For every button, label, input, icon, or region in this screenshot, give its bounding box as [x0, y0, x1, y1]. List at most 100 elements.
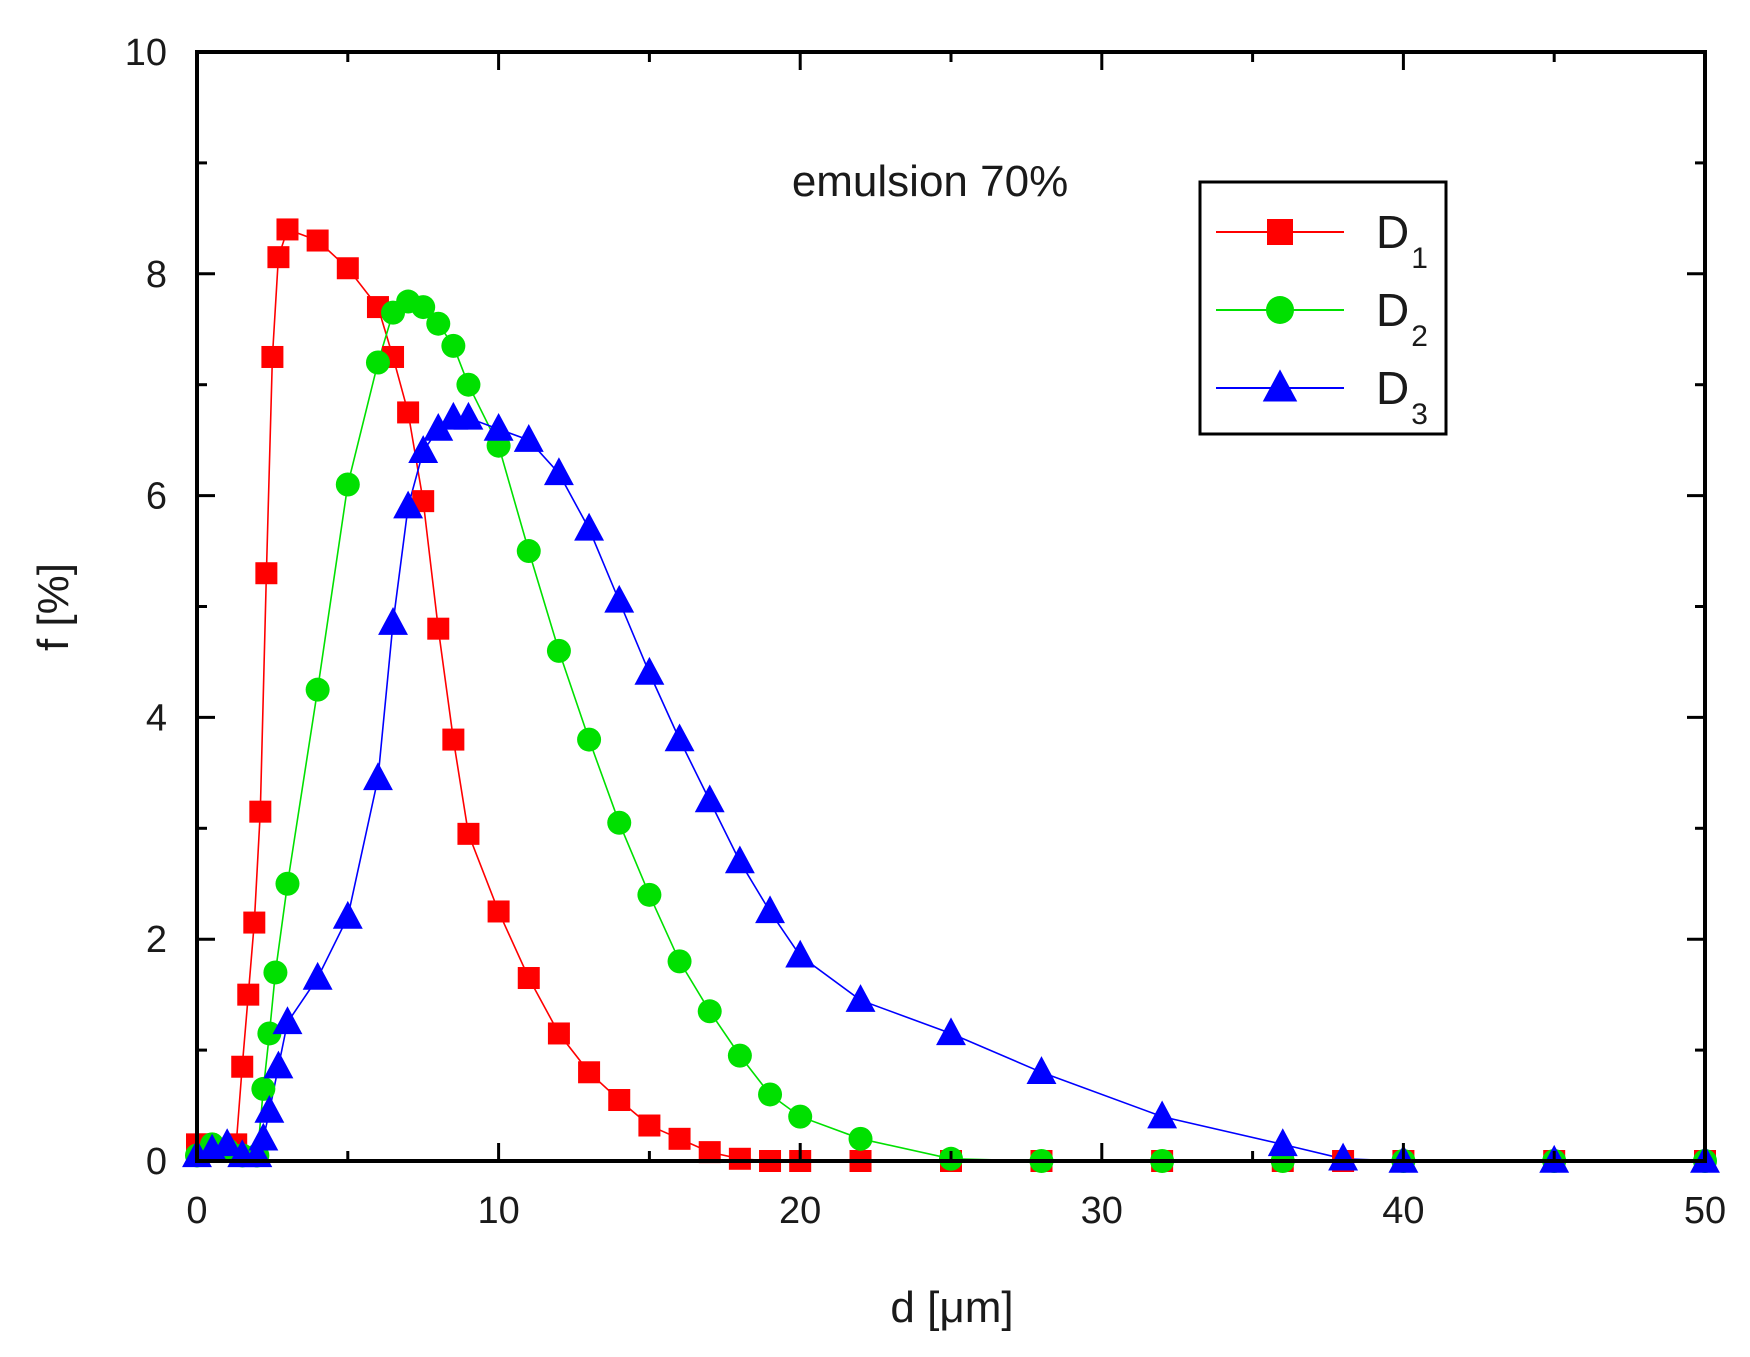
data-point-circle: [263, 960, 288, 985]
data-point-triangle: [513, 424, 544, 452]
data-point-circle: [546, 638, 571, 663]
data-point-circle: [251, 1076, 276, 1101]
data-point-circle: [426, 311, 451, 336]
data-point-square: [255, 562, 278, 585]
data-point-square: [668, 1127, 691, 1150]
data-point-triangle: [634, 656, 665, 685]
x-tick-label: 10: [477, 1190, 519, 1232]
data-point-triangle: [543, 457, 574, 486]
y-axis-label: f [%]: [29, 563, 78, 651]
data-point-square: [457, 822, 480, 845]
data-point-square: [243, 911, 266, 934]
data-point-circle: [365, 350, 390, 375]
legend-marker-circle: [1266, 296, 1294, 324]
data-point-circle: [456, 372, 481, 397]
data-point-square: [336, 257, 359, 280]
legend-label: D: [1376, 362, 1409, 414]
x-tick-label: 50: [1684, 1190, 1726, 1232]
data-point-circle: [335, 472, 360, 497]
data-point-circle: [607, 810, 632, 835]
data-point-triangle: [694, 784, 725, 813]
y-tick-label: 0: [146, 1141, 167, 1183]
data-point-circle: [275, 871, 300, 896]
data-point-triangle: [393, 490, 424, 519]
legend-entry-2: D2: [1376, 284, 1428, 353]
data-point-circle: [697, 999, 722, 1024]
data-point-triangle: [604, 584, 635, 613]
y-tick-label: 4: [146, 697, 167, 739]
data-point-triangle: [408, 435, 439, 463]
data-point-triangle: [936, 1017, 966, 1046]
data-point-square: [397, 401, 420, 424]
x-tick-label: 0: [186, 1190, 207, 1232]
data-point-square: [237, 983, 260, 1006]
data-point-circle: [577, 727, 602, 752]
legend-subscript: 2: [1411, 320, 1428, 353]
data-point-triangle: [363, 762, 393, 791]
data-point-circle: [516, 539, 541, 564]
series-markers-3: [182, 401, 1720, 1173]
data-point-triangle: [254, 1094, 285, 1123]
x-tick-label: 20: [779, 1190, 821, 1232]
data-point-square: [231, 1055, 254, 1078]
data-point-triangle: [845, 984, 876, 1012]
plot-frame: [195, 50, 1707, 1163]
data-point-triangle: [248, 1122, 279, 1151]
plot-markers: [182, 218, 1720, 1173]
data-point-square: [517, 967, 540, 990]
data-point-triangle: [574, 512, 605, 541]
tick-labels: 0 10 20 30 40 50 0 2 4 6 8 10: [125, 32, 1726, 1232]
data-point-triangle: [272, 1006, 303, 1035]
data-point-triangle: [212, 1128, 243, 1157]
data-point-square: [261, 345, 284, 368]
data-point-circle: [441, 333, 466, 358]
data-point-square: [306, 229, 329, 252]
data-point-circle: [758, 1082, 783, 1107]
data-point-circle: [637, 882, 662, 907]
data-point-triangle: [1267, 1128, 1298, 1157]
data-point-square: [427, 617, 450, 640]
data-point-circle: [305, 677, 330, 702]
data-point-circle: [848, 1126, 873, 1151]
data-point-triangle: [755, 895, 785, 924]
series-line-3: [196, 417, 1705, 1162]
data-point-triangle: [263, 1050, 294, 1079]
data-point-square: [249, 800, 272, 823]
data-point-triangle: [483, 412, 514, 441]
data-point-triangle: [1147, 1100, 1178, 1129]
data-point-square: [547, 1022, 570, 1045]
data-point-circle: [667, 949, 692, 974]
y-tick-label: 8: [146, 254, 167, 296]
chart-annotation: emulsion 70%: [792, 157, 1068, 206]
data-point-triangle: [724, 845, 755, 874]
data-point-square: [267, 246, 290, 269]
legend-marker-triangle: [1262, 369, 1298, 402]
legend-entry-1: D1: [1376, 206, 1428, 275]
legend-entry-3: D3: [1376, 362, 1428, 431]
data-point-square: [442, 728, 465, 751]
data-point-square: [487, 900, 510, 923]
data-point-square: [412, 490, 435, 513]
data-point-square: [276, 218, 299, 241]
data-point-triangle: [302, 961, 333, 990]
data-point-triangle: [1328, 1142, 1359, 1171]
data-point-triangle: [785, 939, 816, 968]
legend-marker-square: [1267, 219, 1293, 245]
y-tick-label: 10: [125, 32, 167, 74]
legend-label: D: [1376, 206, 1409, 258]
data-point-square: [578, 1061, 601, 1084]
data-point-triangle: [423, 412, 454, 441]
data-point-square: [638, 1114, 661, 1137]
axis-ticks: [195, 50, 1707, 1163]
data-point-square: [728, 1147, 751, 1170]
data-point-square: [608, 1089, 631, 1112]
y-tick-label: 2: [146, 919, 167, 961]
data-point-triangle: [332, 900, 363, 929]
x-tick-label: 40: [1382, 1190, 1424, 1232]
data-point-square: [698, 1141, 721, 1164]
data-point-circle: [257, 1021, 282, 1046]
data-point-triangle: [453, 401, 484, 430]
data-point-circle: [411, 295, 436, 320]
